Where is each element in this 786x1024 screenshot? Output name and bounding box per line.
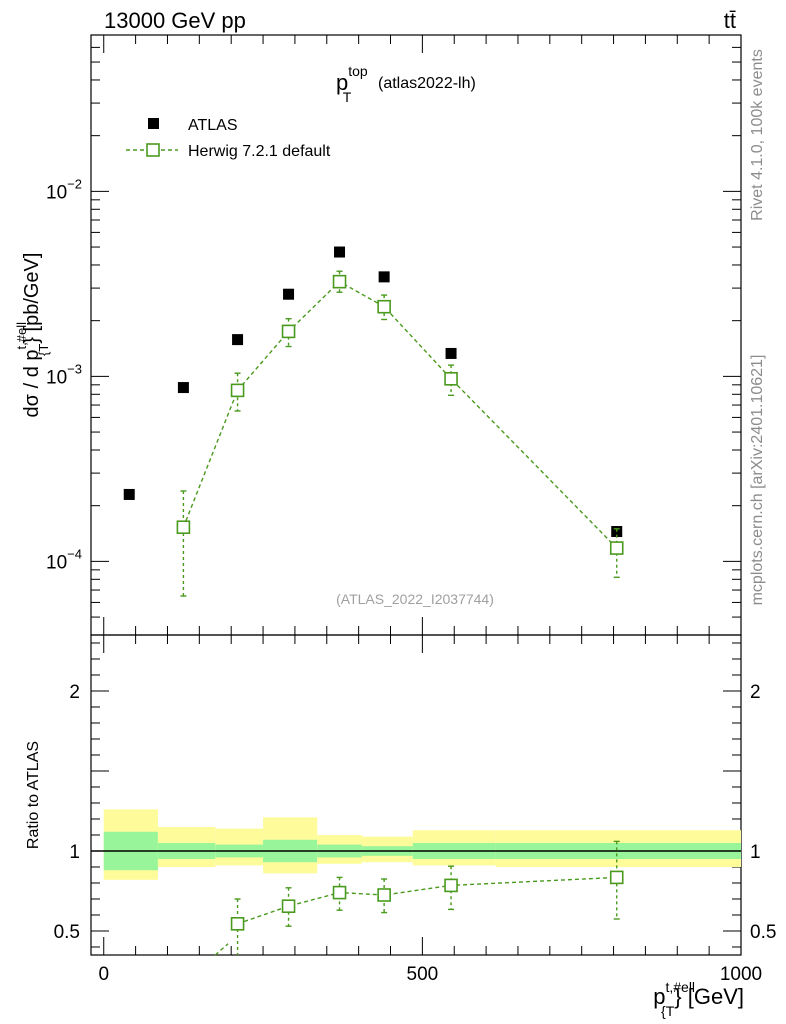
atlas-data-point [123, 488, 135, 500]
energy-label: 13000 GeV pp [104, 8, 246, 33]
atlas-data-point [232, 334, 244, 346]
legend-atlas-marker [148, 118, 159, 129]
panel-title-sub: T [343, 89, 352, 105]
ratio-panel-frame [90, 634, 742, 956]
xlabel-main: p [653, 984, 665, 1009]
panel-title: ptop T [336, 63, 368, 105]
herwig-data-point [281, 324, 296, 339]
main-ytick-label: 10−3 [46, 361, 82, 388]
panel-title-main: p [336, 70, 348, 95]
main-ytick-exp: −2 [67, 176, 82, 191]
ratio-uncertainty-bands [103, 809, 741, 880]
main-ylabel-main: dσ / d p [21, 349, 43, 417]
atlas-data-point [334, 246, 346, 258]
herwig-line [182, 280, 618, 549]
herwig-data-point [176, 520, 191, 535]
xtick-label: 1000 [720, 964, 762, 985]
ratio-herwig-point [609, 870, 624, 885]
ratio-herwig-line [237, 876, 617, 925]
ratio-ytick-label-left: 2 [69, 682, 80, 703]
process-label: tt̄ [724, 8, 736, 33]
panel-title-suffix: (atlas2022-lh) [378, 75, 476, 92]
legend: ATLAS Herwig 7.2.1 default [126, 117, 331, 160]
source-label: mcplots.cern.ch [arXiv:2401.10621] [749, 355, 766, 606]
herwig-data-point [332, 274, 347, 289]
legend-herwig-marker [146, 143, 160, 157]
xtick-label: 0 [98, 964, 109, 985]
main-ytick-exp: −4 [67, 546, 82, 561]
ratio-herwig-point [444, 878, 458, 893]
legend-herwig-label: Herwig 7.2.1 default [188, 143, 331, 160]
atlas-data-point [283, 288, 295, 300]
ratio-series-layer [214, 840, 624, 956]
analysis-id-label: (ATLAS_2022_I2037744) [336, 591, 494, 607]
xlabel-sub: {T [661, 1003, 675, 1019]
ratio-ytick-label-right: 2 [750, 682, 761, 703]
ratio-ylabel: Ratio to ATLAS [25, 741, 42, 849]
panel-title-sup: top [348, 63, 368, 79]
atlas-data-point [177, 382, 189, 394]
ratio-ytick-label-right: 0.5 [750, 922, 776, 943]
ratio-herwig-point [332, 885, 347, 900]
ratio-herwig-point [281, 899, 296, 914]
legend-atlas-label: ATLAS [188, 117, 238, 134]
xtick-label: 500 [407, 964, 439, 985]
main-ylabel-suffix: } [pb/GeV] [21, 253, 43, 344]
main-ytick-base: 10 [46, 552, 67, 573]
x-ticks: 0 500 1000 [98, 35, 762, 985]
ratio-herwig-point [377, 888, 391, 902]
rivet-version-label: Rivet 4.1.0, 100k events [749, 49, 766, 221]
herwig-data-point [609, 541, 624, 555]
ratio-ticks: 2 2 1 1 0.5 0.5 [54, 642, 776, 948]
main-ylabel: dσ / d pt,#ell {T} [pb/GeV] [14, 253, 51, 418]
main-ytick-label: 10−2 [46, 176, 82, 203]
herwig-data-point [377, 299, 391, 314]
main-ytick-base: 10 [46, 182, 67, 203]
atlas-data-point [378, 271, 390, 283]
ratio-ytick-label-left: 0.5 [54, 922, 80, 943]
atlas-data-point [445, 347, 457, 359]
main-ytick-base: 10 [46, 367, 67, 388]
main-ylabel-sup: t,#ell [14, 322, 29, 350]
xlabel-sup: t,#ell [665, 979, 695, 995]
ratio-herwig-point [230, 916, 245, 931]
main-ytick-exp: −3 [67, 361, 82, 376]
ratio-ytick-label-right: 1 [750, 842, 761, 863]
ratio-ytick-label-left: 1 [69, 842, 80, 863]
herwig-data-point [444, 372, 458, 386]
main-ylabel-sub: {T [36, 344, 51, 356]
xlabel-suffix: } [GeV] [674, 984, 744, 1009]
main-ytick-label: 10−4 [46, 546, 82, 573]
herwig-data-point [230, 383, 245, 398]
main-y-ticks: 10−210−310−4 [46, 34, 741, 636]
main-series-layer [123, 246, 624, 597]
ratio-offscale-segment [214, 943, 229, 956]
x-axis-label: pt,#ell {T} [GeV] [653, 979, 744, 1019]
